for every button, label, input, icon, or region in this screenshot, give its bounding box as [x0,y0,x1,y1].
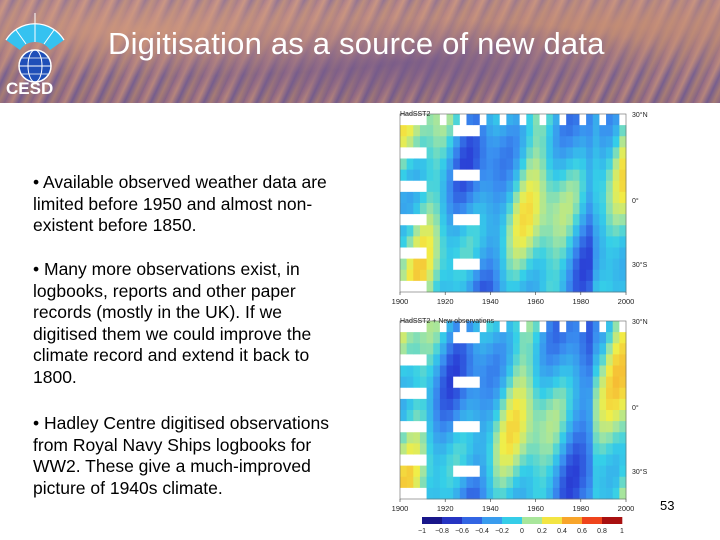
hadsst2-xtick-label: 1920 [437,297,454,306]
hadsst2-new-colorbar-swatch [542,517,563,524]
hadsst2-new-frame [399,320,627,500]
hadsst2-new-xtick-label: 1940 [482,504,499,513]
hadsst2-new-cells [400,321,627,500]
hadsst2-new-colorbar-swatch [582,517,603,524]
hadsst2-new-xtick-label: 1960 [527,504,544,513]
bullet-text-1: • Available observed weather data are li… [33,172,327,235]
hadsst2-new-observations-heatmap: HadSST2 + New observations 1900 1920 1940 19… [392,318,648,535]
hadsst2-new-colorbar-swatch [442,517,463,524]
logo-text: CESD [6,79,54,98]
hadsst2-new-title: HadSST2 + New observations [400,318,494,325]
hadsst2-ytick-label: 30°S [632,261,648,269]
hadsst2-new-colorbar-label: −0.4 [475,528,489,535]
hadsst2-title: HadSST2 [400,111,430,118]
hadsst2-new-xtick-label: 2000 [618,504,635,513]
hadsst2-new-colorbar-swatch [502,517,523,524]
page-number: 53 [660,498,675,513]
hadsst2-xtick-label: 1940 [482,297,499,306]
hadsst2-new-colorbar-label: 0 [520,528,524,535]
hadsst2-new-colorbar-label: −0.6 [455,528,469,535]
bullet-text-3: • Hadley Centre digitised observations f… [33,413,330,498]
page-title: Digitisation as a source of new data [108,26,605,61]
hadsst2-new-colorbar-label: 0.6 [577,528,587,535]
hadsst2-new-colorbar-swatch [602,517,623,524]
hadsst2-xtick-label: 1900 [392,297,409,306]
hadsst2-new-colorbar-swatch [562,517,583,524]
cesd-globe-icon [5,13,65,83]
hadsst2-new-colorbar-label: −0.8 [435,528,449,535]
hadsst2-new-colorbar-label: −0.2 [495,528,509,535]
hadsst2-xtick-label: 1980 [572,297,589,306]
hadsst2-xtick-label: 2000 [618,297,635,306]
hadsst2-frame [399,113,627,293]
hadsst2-new-xtick-label: 1980 [572,504,589,513]
hadsst2-new-ytick-label: 30°S [632,468,648,476]
hadsst2-new-colorbar-label: 1 [620,528,624,535]
hadsst2-new-colorbar-swatch [462,517,483,524]
hadsst2-new-ytick-label: 0° [632,404,639,412]
hadsst2-new-xtick-label: 1900 [392,504,409,513]
hadsst2-new-colorbar-label: 0.2 [537,528,547,535]
bullet-text-2: • Many more observations exist, in logbo… [33,259,312,387]
hadsst2-new-colorbar-swatch [522,517,543,524]
hadsst2-heatmap: HadSST2 1900 1920 1940 1960 1980 2000 30°N 0° 30°… [392,111,648,306]
hadsst2-new-colorbar-swatch [482,517,503,524]
hadsst2-new-xtick-label: 1920 [437,504,454,513]
hadsst2-new-colorbar-label: −1 [418,528,426,535]
hadsst2-ytick-label: 30°N [632,111,648,119]
hadsst2-new-ytick-label: 30°N [632,318,648,326]
hadsst2-new-colorbar-swatch [422,517,443,524]
hadsst2-xtick-label: 1960 [527,297,544,306]
header-banner: CESD Digitisation as a source of new dat… [0,0,720,103]
hadsst2-ytick-label: 0° [632,197,639,205]
hadsst2-cells [400,114,627,293]
hadsst2-new-colorbar-label: 0.8 [597,528,607,535]
hadsst2-new-colorbar-label: 0.4 [557,528,567,535]
